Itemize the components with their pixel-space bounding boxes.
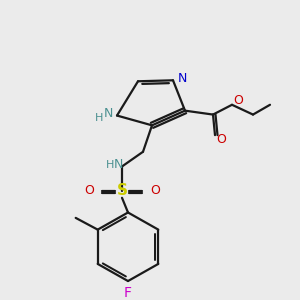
- Text: O: O: [216, 133, 226, 146]
- Text: F: F: [124, 286, 132, 300]
- Text: H: H: [95, 112, 103, 122]
- Text: O: O: [233, 94, 243, 107]
- Text: H: H: [106, 160, 114, 170]
- Text: O: O: [84, 184, 94, 197]
- Text: O: O: [150, 184, 160, 197]
- Text: N: N: [103, 107, 113, 120]
- Text: S: S: [116, 184, 128, 199]
- Text: N: N: [177, 72, 187, 85]
- Text: N: N: [113, 158, 123, 171]
